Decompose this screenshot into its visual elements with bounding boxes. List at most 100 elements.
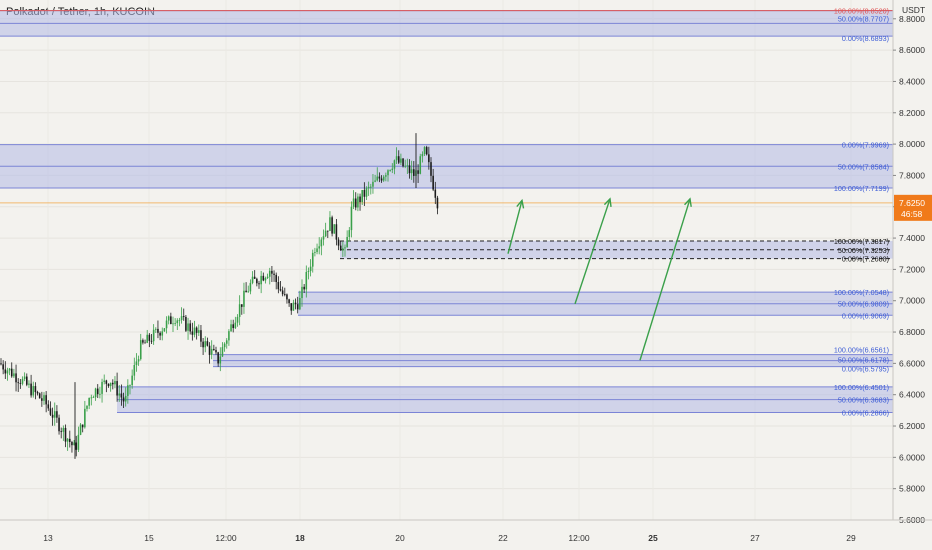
- fib-level-label: 100.00%(7.3817): [834, 237, 889, 246]
- candle: [225, 340, 228, 344]
- time-tick-label: 20: [395, 533, 405, 543]
- candle: [116, 381, 118, 396]
- candle: [428, 154, 430, 163]
- candle: [335, 224, 338, 240]
- price-tick-label: 6.6000: [899, 358, 925, 368]
- candle: [172, 323, 174, 325]
- candle: [109, 382, 112, 387]
- candle: [378, 176, 381, 179]
- candle: [142, 340, 144, 343]
- candle: [41, 398, 43, 401]
- price-tick-label: 6.2000: [899, 421, 925, 431]
- candle: [273, 273, 275, 275]
- candle: [90, 397, 93, 399]
- price-tick-label: 7.2000: [899, 264, 925, 274]
- candle: [103, 380, 105, 382]
- fib-level-label: 0.00%(6.5795): [842, 365, 889, 374]
- candle: [331, 217, 333, 234]
- projection-arrow: [507, 200, 523, 254]
- candle: [320, 239, 323, 247]
- candle: [180, 316, 183, 320]
- candle: [221, 347, 224, 357]
- candle: [152, 329, 155, 342]
- candle: [357, 196, 359, 208]
- candle: [81, 424, 84, 428]
- price-tick-label: 8.0000: [899, 139, 925, 149]
- candle: [305, 271, 308, 290]
- candle: [264, 277, 267, 281]
- price-tick-label: 6.4000: [899, 390, 925, 400]
- candle: [299, 298, 301, 310]
- time-tick-label: 12:00: [568, 533, 590, 543]
- candle: [45, 395, 47, 405]
- candle: [251, 276, 254, 283]
- candle: [303, 286, 305, 290]
- axis-currency: USDT: [902, 5, 925, 15]
- candle: [105, 380, 108, 384]
- fib-level-label: 0.00%(7.2688): [842, 255, 889, 264]
- candle: [155, 328, 157, 330]
- candle: [146, 334, 148, 343]
- time-tick-label: 15: [144, 533, 154, 543]
- candle: [47, 404, 50, 409]
- candle: [425, 147, 428, 155]
- candle: [410, 169, 413, 174]
- countdown-timer: 46:58: [901, 209, 923, 219]
- candle: [286, 294, 288, 300]
- time-tick-label: 27: [750, 533, 760, 543]
- candle: [277, 282, 280, 290]
- candle: [370, 186, 372, 188]
- candle: [365, 188, 368, 197]
- candle: [223, 343, 226, 348]
- candle: [114, 381, 116, 385]
- candle: [88, 397, 90, 406]
- time-tick-label: 12:00: [215, 533, 237, 543]
- candle: [311, 252, 314, 267]
- candle: [2, 364, 4, 370]
- candle: [359, 196, 361, 203]
- candle: [167, 316, 170, 321]
- fib-level-label: 0.00%(7.9969): [842, 141, 889, 150]
- candle: [361, 189, 363, 203]
- candle: [101, 381, 103, 394]
- candle: [107, 383, 110, 387]
- candle: [232, 324, 234, 329]
- candle: [23, 376, 26, 379]
- candle: [157, 328, 159, 333]
- arrow-head: [516, 198, 525, 209]
- candle: [294, 302, 297, 305]
- candle: [271, 270, 273, 274]
- candle: [19, 382, 22, 384]
- candle: [385, 175, 387, 177]
- candle: [215, 350, 217, 353]
- candle: [266, 276, 269, 278]
- candle: [170, 316, 172, 325]
- candle: [30, 383, 32, 396]
- candle: [352, 198, 355, 207]
- candle: [329, 217, 331, 232]
- candle: [421, 154, 424, 157]
- fib-level-label: 100.00%(7.0548): [834, 288, 889, 297]
- candle: [204, 341, 207, 348]
- price-tick-label: 5.8000: [899, 484, 925, 494]
- fib-level-label: 50.00%(6.9809): [838, 300, 889, 309]
- price-tick-label: 6.0000: [899, 452, 925, 462]
- candle: [73, 442, 75, 446]
- price-tick-label: 7.8000: [899, 170, 925, 180]
- candle: [249, 282, 252, 292]
- fib-level-label: 0.00%(8.6893): [842, 34, 889, 43]
- candle: [219, 356, 222, 364]
- candle: [372, 181, 374, 187]
- candle: [262, 275, 265, 281]
- candle: [314, 252, 316, 253]
- candle: [318, 246, 320, 249]
- candle: [174, 323, 176, 324]
- candle: [210, 348, 213, 355]
- candle: [99, 393, 101, 395]
- fib-level-label: 50.00%(7.8584): [838, 162, 889, 171]
- candle: [206, 341, 209, 346]
- candle: [350, 206, 353, 231]
- candle: [397, 156, 400, 163]
